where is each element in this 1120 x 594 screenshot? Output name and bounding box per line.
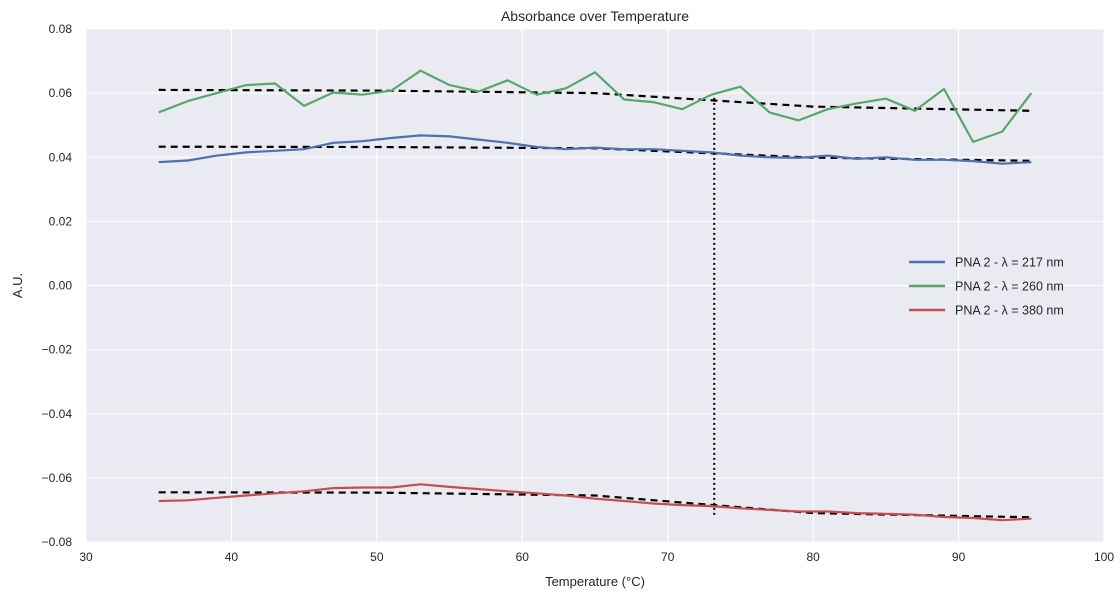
y-axis-label: A.U. <box>10 273 25 298</box>
x-tick-label: 30 <box>79 550 93 564</box>
legend: PNA 2 - λ = 217 nm PNA 2 - λ = 260 nm PNA … <box>909 256 1064 318</box>
x-tick-label: 40 <box>225 550 239 564</box>
fit-line <box>158 88 1032 112</box>
legend-label: PNA 2 - λ = 260 nm <box>955 280 1064 294</box>
y-tick-label: −0.04 <box>42 407 73 421</box>
x-tick-label: 90 <box>952 550 966 564</box>
series-lines <box>158 69 1033 522</box>
grid-lines <box>85 28 1105 543</box>
legend-label: PNA 2 - λ = 217 nm <box>955 256 1064 270</box>
x-axis-label: Temperature (°C) <box>545 574 645 589</box>
y-tick-label: −0.02 <box>42 343 73 357</box>
x-tick-label: 70 <box>661 550 675 564</box>
y-tick-label: 0.04 <box>49 150 73 164</box>
y-tick-labels: −0.08 −0.06 −0.04 −0.02 0.00 0.02 0.04 0.06 0.08 <box>42 22 73 549</box>
y-tick-label: 0.06 <box>49 86 73 100</box>
x-tick-label: 50 <box>370 550 384 564</box>
x-tick-label: 100 <box>1094 550 1114 564</box>
x-tick-label: 80 <box>806 550 820 564</box>
series-line <box>158 134 1032 165</box>
x-tick-labels: 30 40 50 60 70 80 90 100 <box>79 550 1114 564</box>
y-tick-label: 0.08 <box>49 22 73 36</box>
x-tick-label: 60 <box>516 550 530 564</box>
series-line <box>158 69 1033 143</box>
legend-label: PNA 2 - λ = 380 nm <box>955 304 1064 318</box>
y-tick-label: 0.02 <box>49 214 73 228</box>
chart-title: Absorbance over Temperature <box>501 8 689 24</box>
y-tick-label: −0.08 <box>42 535 73 549</box>
series-line <box>158 483 1032 522</box>
y-tick-label: −0.06 <box>42 471 73 485</box>
fit-line <box>158 491 1032 519</box>
y-tick-label: 0.00 <box>49 279 73 293</box>
